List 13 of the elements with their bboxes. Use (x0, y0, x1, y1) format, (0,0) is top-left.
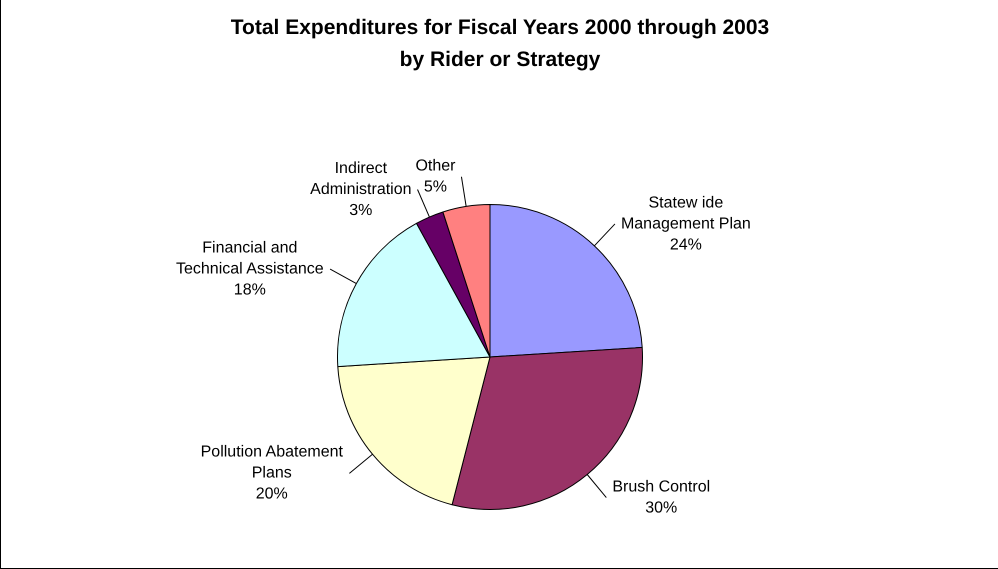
data-label: 3% (349, 202, 372, 219)
data-label: 20% (256, 486, 288, 503)
slice-label: Brush Control (612, 478, 710, 496)
slice-label: Financial and Technical Assistance (176, 239, 324, 278)
data-label: 30% (645, 500, 678, 517)
data-label: 5% (424, 178, 448, 196)
slice-label: Indirect Administration (310, 160, 412, 198)
slice-label: Other (415, 158, 456, 175)
slice-label: Pollution Abatement Plans (200, 444, 344, 482)
slice-label: Statew ide Management Plan (620, 194, 751, 232)
data-label: 24% (670, 236, 702, 254)
data-label: 18% (234, 281, 266, 298)
chart-title: Total Expenditures for Fiscal Years 2000 through 2003 by Rider or Strategy (230, 15, 770, 73)
